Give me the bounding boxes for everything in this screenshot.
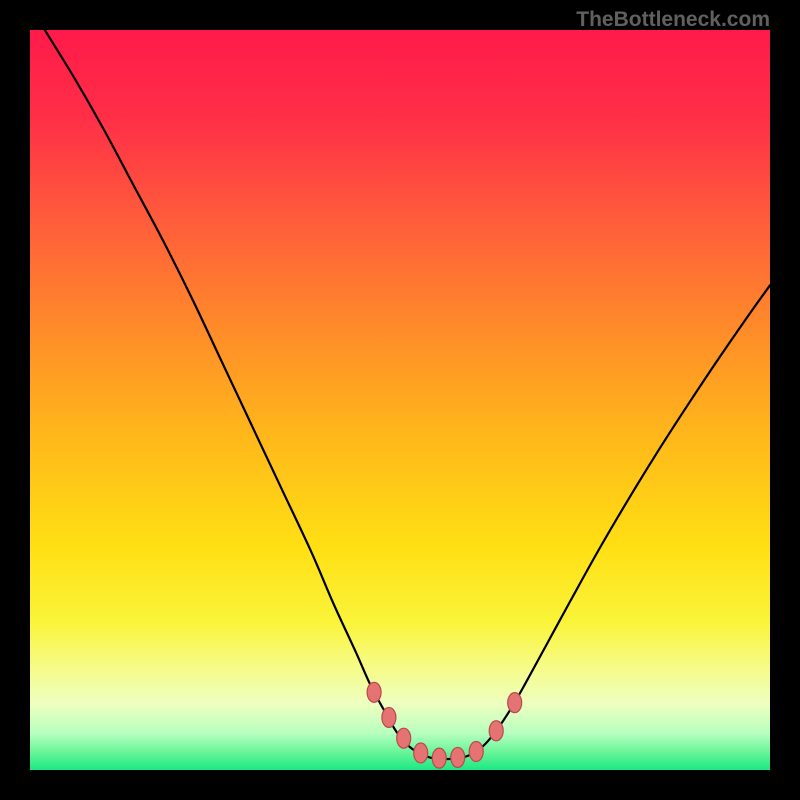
valley-marker (414, 743, 428, 763)
bottleneck-chart (30, 30, 770, 770)
valley-marker (451, 747, 465, 767)
valley-marker (397, 728, 411, 748)
valley-marker (432, 748, 446, 768)
valley-marker (367, 682, 381, 702)
valley-marker (489, 721, 503, 741)
watermark-text: TheBottleneck.com (576, 8, 770, 32)
valley-marker (469, 742, 483, 762)
chart-background (30, 30, 770, 770)
valley-marker (382, 707, 396, 727)
valley-marker (508, 693, 522, 713)
